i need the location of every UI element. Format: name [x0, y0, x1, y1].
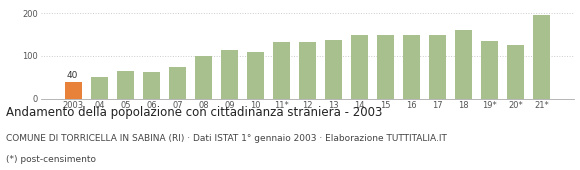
- Bar: [221, 50, 238, 99]
- Bar: [117, 71, 134, 99]
- Bar: [455, 30, 472, 99]
- Bar: [351, 35, 368, 99]
- Bar: [533, 15, 550, 99]
- Bar: [65, 82, 82, 99]
- Bar: [247, 53, 264, 99]
- Bar: [273, 42, 290, 99]
- Text: Andamento della popolazione con cittadinanza straniera - 2003: Andamento della popolazione con cittadin…: [6, 106, 382, 119]
- Bar: [91, 77, 108, 99]
- Bar: [299, 42, 316, 99]
- Bar: [377, 35, 394, 99]
- Bar: [143, 72, 160, 99]
- Text: (*) post-censimento: (*) post-censimento: [6, 155, 96, 164]
- Bar: [403, 35, 420, 99]
- Text: 40: 40: [66, 71, 78, 80]
- Bar: [481, 41, 498, 99]
- Bar: [325, 40, 342, 99]
- Bar: [195, 56, 212, 99]
- Bar: [429, 35, 446, 99]
- Bar: [169, 67, 186, 99]
- Bar: [507, 45, 524, 99]
- Text: COMUNE DI TORRICELLA IN SABINA (RI) · Dati ISTAT 1° gennaio 2003 · Elaborazione : COMUNE DI TORRICELLA IN SABINA (RI) · Da…: [6, 134, 447, 143]
